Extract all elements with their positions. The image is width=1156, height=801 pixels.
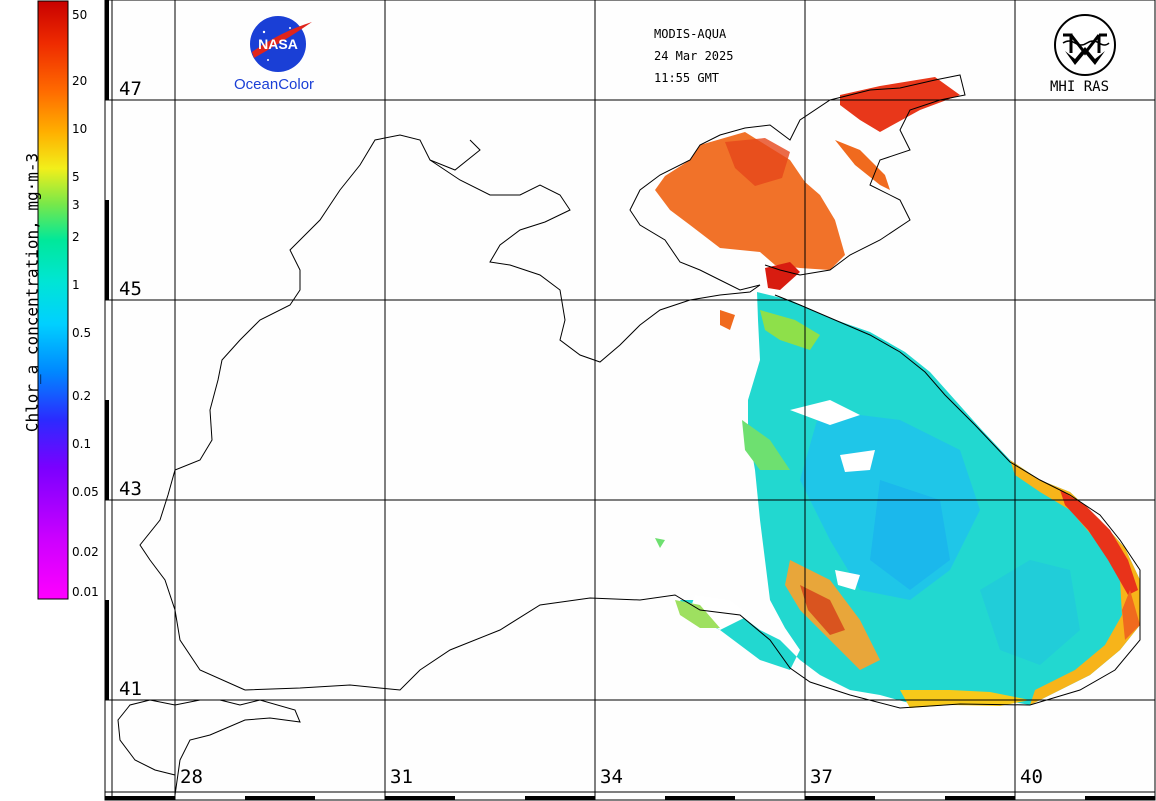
longitude-scale-bar (105, 791, 1155, 800)
image-date: 24 Mar 2025 (654, 49, 734, 63)
colorbar-tick: 0.5 (72, 326, 92, 340)
coastline (117, 74, 1141, 796)
colorbar-tick: 50 (72, 8, 88, 22)
oceancolor-label: OceanColor (234, 76, 315, 93)
azov-sea-chlorophyll (655, 132, 845, 270)
map-grid (105, 0, 1155, 800)
colorbar-tick: 5 (72, 170, 80, 184)
mhi-logo (1054, 14, 1116, 76)
sensor-name: MODIS-AQUA (654, 27, 727, 41)
longitude-label: 34 (600, 766, 623, 788)
latitude-label: 45 (119, 278, 142, 300)
chlorophyll-field (655, 77, 1140, 708)
colorbar-tick: 20 (72, 74, 88, 88)
colorbar-title: Chlor_a concentration, mg·m-3 (22, 152, 42, 433)
longitude-label: 31 (390, 766, 413, 788)
longitude-label: 28 (180, 766, 203, 788)
colorbar-tick: 0.05 (72, 485, 99, 499)
longitude-label: 37 (810, 766, 833, 788)
latitude-scale-bar (105, 0, 113, 800)
longitude-label: 40 (1020, 766, 1043, 788)
image-info: MODIS-AQUA 24 Mar 2025 11:55 GMT (654, 23, 733, 89)
colorbar-tick: 1 (72, 278, 80, 292)
colorbar-tick: 3 (72, 198, 80, 212)
latitude-label: 41 (119, 678, 142, 700)
colorbar-tick: 0.1 (72, 437, 92, 451)
colorbar-tick: 0.02 (72, 545, 99, 559)
colorbar-tick: 10 (72, 122, 88, 136)
colorbar-gradient (37, 0, 69, 600)
colorbar-tick: 2 (72, 230, 80, 244)
image-time: 11:55 GMT (654, 71, 720, 85)
mhi-ras-label: MHI RAS (1050, 79, 1110, 95)
latitude-label: 47 (119, 78, 142, 100)
latitude-label: 43 (119, 478, 142, 500)
colorbar-tick: 0.2 (72, 389, 92, 403)
nasa-logo: NASA (250, 16, 312, 72)
nasa-logo-text: NASA (258, 36, 298, 52)
colorbar-tick: 0.01 (72, 585, 99, 599)
